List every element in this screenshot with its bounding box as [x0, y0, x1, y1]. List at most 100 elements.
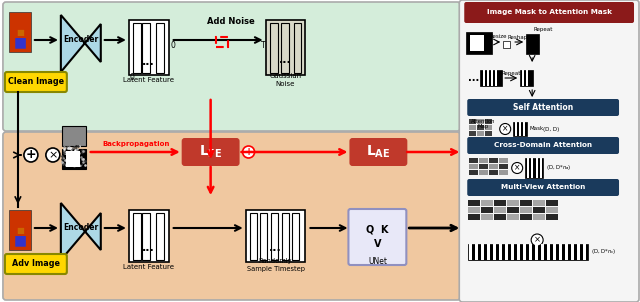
- FancyBboxPatch shape: [460, 0, 639, 302]
- Text: ...: ...: [269, 243, 282, 253]
- Circle shape: [500, 124, 511, 134]
- Bar: [250, 213, 257, 260]
- Polygon shape: [61, 15, 100, 72]
- FancyBboxPatch shape: [5, 254, 67, 274]
- Bar: [533, 207, 545, 213]
- Bar: [487, 70, 489, 86]
- Text: ...: ...: [142, 57, 155, 67]
- Bar: [469, 244, 472, 260]
- Bar: [470, 35, 484, 51]
- Bar: [489, 158, 498, 163]
- Bar: [507, 200, 519, 206]
- Bar: [527, 158, 529, 178]
- Bar: [156, 213, 164, 260]
- Text: Latent Feature: Latent Feature: [124, 77, 174, 83]
- Bar: [493, 244, 496, 260]
- Text: (D, D): (D, D): [543, 127, 559, 131]
- Text: ...: ...: [279, 55, 292, 65]
- Bar: [481, 244, 484, 260]
- FancyBboxPatch shape: [348, 209, 406, 265]
- FancyBboxPatch shape: [467, 137, 619, 154]
- Bar: [477, 119, 484, 124]
- Text: Image Mask to Attention Mask: Image Mask to Attention Mask: [486, 9, 612, 15]
- Bar: [522, 70, 524, 86]
- Bar: [540, 158, 542, 178]
- Bar: [529, 244, 532, 260]
- Circle shape: [24, 148, 38, 162]
- Text: Cross-Domain Attention: Cross-Domain Attention: [494, 142, 592, 148]
- Bar: [499, 164, 508, 169]
- Bar: [520, 214, 532, 220]
- Text: 0: 0: [170, 41, 175, 50]
- Bar: [266, 20, 305, 75]
- Text: ■: ■: [16, 226, 24, 234]
- Bar: [577, 244, 580, 260]
- Bar: [535, 244, 538, 260]
- Bar: [489, 164, 498, 169]
- Bar: [525, 158, 543, 178]
- Bar: [216, 37, 228, 47]
- Text: Encoder: Encoder: [63, 223, 99, 233]
- Text: ×: ×: [48, 150, 58, 160]
- Bar: [583, 244, 586, 260]
- Bar: [468, 244, 588, 260]
- Bar: [559, 244, 562, 260]
- Bar: [503, 41, 510, 48]
- FancyBboxPatch shape: [467, 99, 619, 116]
- Bar: [495, 70, 497, 86]
- Bar: [485, 125, 492, 130]
- FancyBboxPatch shape: [464, 2, 634, 23]
- Text: Randomly
Sample Timestep: Randomly Sample Timestep: [246, 259, 305, 271]
- Bar: [269, 23, 278, 73]
- Bar: [485, 119, 492, 124]
- Bar: [9, 12, 31, 52]
- Bar: [511, 244, 514, 260]
- Text: V: V: [374, 239, 381, 249]
- Bar: [476, 244, 478, 260]
- FancyBboxPatch shape: [349, 138, 407, 166]
- Bar: [62, 149, 86, 169]
- Bar: [546, 214, 558, 220]
- Text: ■: ■: [16, 27, 24, 37]
- Text: 0: 0: [129, 72, 134, 82]
- Bar: [526, 34, 539, 54]
- Bar: [499, 170, 508, 175]
- Bar: [479, 170, 488, 175]
- Bar: [571, 244, 574, 260]
- Circle shape: [46, 148, 60, 162]
- Bar: [494, 207, 506, 213]
- Bar: [467, 32, 492, 54]
- Bar: [468, 200, 480, 206]
- Text: Backpropagation: Backpropagation: [102, 141, 170, 147]
- Circle shape: [531, 234, 543, 246]
- Bar: [536, 158, 538, 178]
- Bar: [507, 207, 519, 213]
- Text: $\mathbf{L_{FE}}$: $\mathbf{L_{FE}}$: [199, 144, 223, 160]
- Bar: [505, 244, 508, 260]
- Bar: [520, 70, 533, 86]
- FancyBboxPatch shape: [467, 179, 619, 196]
- Text: $\mathbf{L_{AE}}$: $\mathbf{L_{AE}}$: [366, 144, 390, 160]
- Text: Encoder: Encoder: [63, 36, 99, 44]
- Bar: [531, 158, 533, 178]
- Bar: [481, 214, 493, 220]
- Bar: [533, 214, 545, 220]
- Bar: [483, 70, 485, 86]
- Bar: [519, 122, 521, 136]
- Bar: [479, 164, 488, 169]
- FancyBboxPatch shape: [5, 72, 67, 92]
- Bar: [132, 23, 141, 73]
- Bar: [546, 200, 558, 206]
- Text: ×: ×: [534, 236, 541, 245]
- Bar: [489, 170, 498, 175]
- Bar: [520, 207, 532, 213]
- Text: Mask: Mask: [529, 127, 543, 131]
- Text: Repeat: Repeat: [502, 70, 521, 76]
- Bar: [499, 158, 508, 163]
- Bar: [523, 122, 525, 136]
- Bar: [141, 23, 150, 73]
- Bar: [477, 131, 484, 136]
- Bar: [477, 125, 484, 130]
- Bar: [507, 214, 519, 220]
- Text: +: +: [244, 147, 253, 157]
